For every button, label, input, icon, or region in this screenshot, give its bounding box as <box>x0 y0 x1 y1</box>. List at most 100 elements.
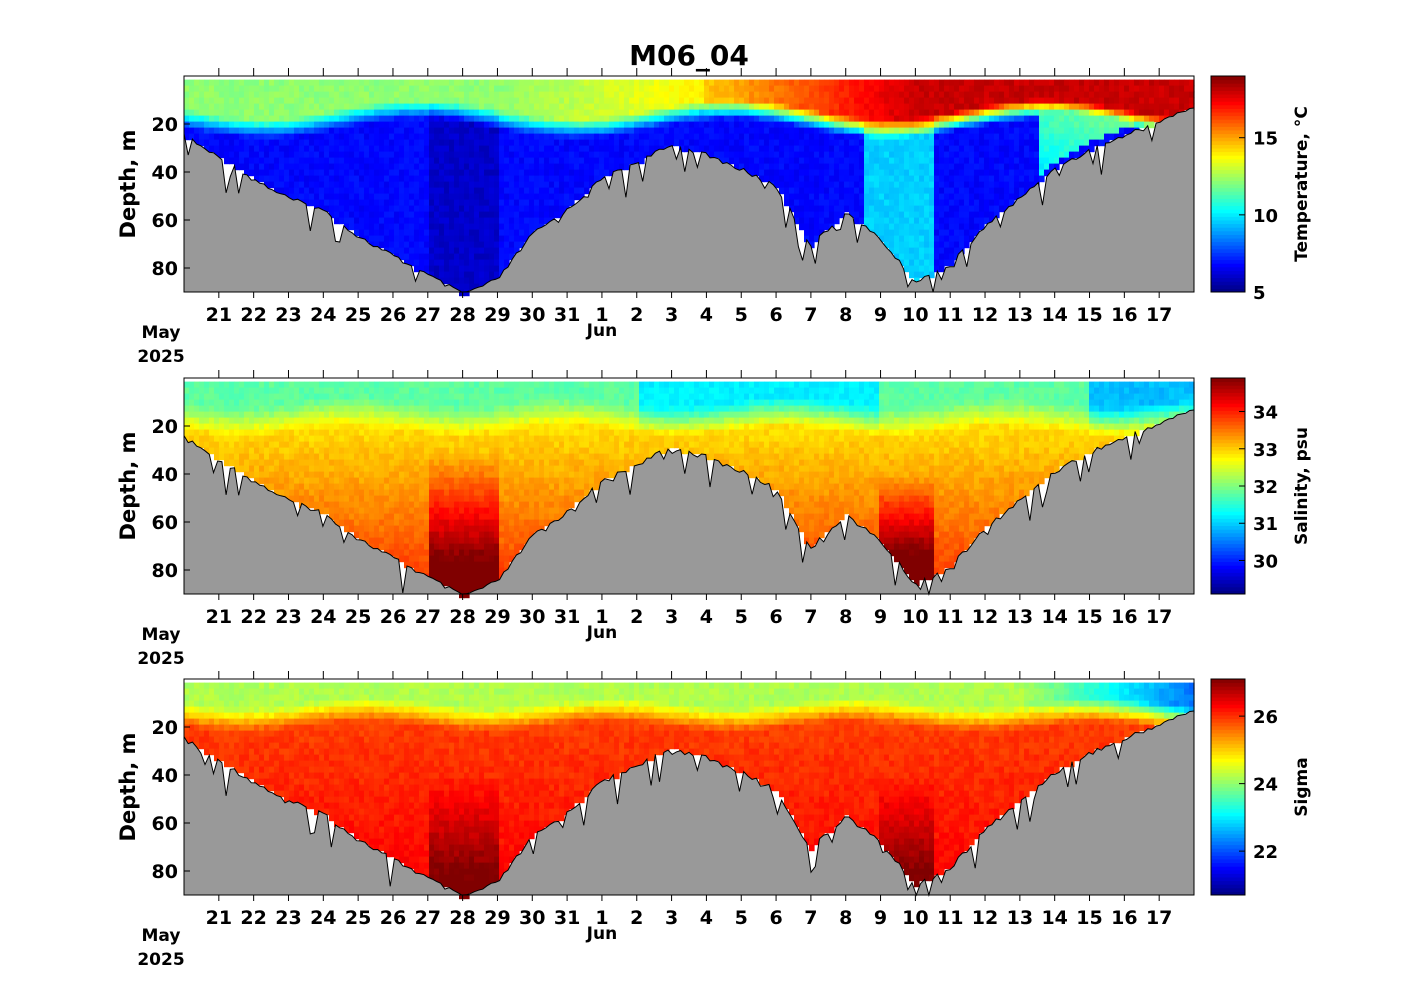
heatmap-cell <box>899 187 905 195</box>
heatmap-cell <box>639 157 645 165</box>
heatmap-cell <box>459 139 465 147</box>
heatmap-cell <box>324 199 330 207</box>
heatmap-cell <box>209 381 215 389</box>
heatmap-cell <box>574 115 580 123</box>
heatmap-cell <box>984 109 990 117</box>
heatmap-cell <box>1049 151 1055 159</box>
heatmap-cell <box>434 103 440 111</box>
heatmap-cell <box>309 387 315 395</box>
heatmap-cell <box>519 217 525 225</box>
heatmap-cell <box>504 151 510 159</box>
heatmap-cell <box>1159 79 1165 87</box>
heatmap-cell <box>549 79 555 87</box>
heatmap-cell <box>634 145 640 153</box>
heatmap-cell <box>194 423 200 431</box>
heatmap-cell <box>679 139 685 147</box>
heatmap-cell <box>824 97 830 105</box>
heatmap-cell <box>484 187 490 195</box>
heatmap-cell <box>999 97 1005 105</box>
heatmap-cell <box>599 133 605 141</box>
heatmap-cell <box>714 97 720 105</box>
heatmap-cell <box>864 193 870 201</box>
heatmap-cell <box>469 265 475 273</box>
heatmap-cell <box>339 199 345 207</box>
heatmap-cell <box>659 97 665 105</box>
heatmap-cell <box>204 441 210 449</box>
heatmap-cell <box>929 163 935 171</box>
heatmap-cell <box>334 85 340 93</box>
heatmap-cell <box>994 163 1000 171</box>
heatmap-cell <box>464 235 470 243</box>
heatmap-cell <box>859 169 865 177</box>
heatmap-cell <box>319 405 325 413</box>
heatmap-cell <box>514 235 520 243</box>
heatmap-cell <box>869 187 875 195</box>
heatmap-cell <box>674 91 680 99</box>
heatmap-cell <box>834 121 840 129</box>
heatmap-cell <box>729 127 735 135</box>
heatmap-cell <box>329 103 335 111</box>
heatmap-cell <box>1169 85 1175 93</box>
heatmap-cell <box>919 103 925 111</box>
heatmap-cell <box>589 127 595 135</box>
heatmap-cell <box>269 133 275 141</box>
heatmap-cell <box>324 393 330 401</box>
heatmap-cell <box>814 211 820 219</box>
heatmap-cell <box>1004 97 1010 105</box>
heatmap-cell <box>514 91 520 99</box>
heatmap-cell <box>534 115 540 123</box>
heatmap-cell <box>984 145 990 153</box>
heatmap-cell <box>899 253 905 261</box>
heatmap-cell <box>354 519 360 527</box>
heatmap-cell <box>404 97 410 105</box>
heatmap-cell <box>544 193 550 201</box>
heatmap-cell <box>749 103 755 111</box>
heatmap-cell <box>214 145 220 153</box>
heatmap-cell <box>909 127 915 135</box>
heatmap-cell <box>909 271 915 279</box>
heatmap-cell <box>384 241 390 249</box>
heatmap-cell <box>304 399 310 407</box>
colorbar-swatch <box>1211 122 1245 127</box>
heatmap-cell <box>454 127 460 135</box>
heatmap-cell <box>894 97 900 105</box>
heatmap-cell <box>764 103 770 111</box>
heatmap-cell <box>489 79 495 87</box>
heatmap-cell <box>524 223 530 231</box>
heatmap-cell <box>349 91 355 99</box>
heatmap-cell <box>949 247 955 255</box>
heatmap-cell <box>194 411 200 419</box>
heatmap-cell <box>249 465 255 473</box>
heatmap-cell <box>369 133 375 141</box>
heatmap-cell <box>894 199 900 207</box>
heatmap-cell <box>859 199 865 207</box>
heatmap-cell <box>339 453 345 461</box>
heatmap-cell <box>469 187 475 195</box>
heatmap-cell <box>769 103 775 111</box>
heatmap-cell <box>439 127 445 135</box>
heatmap-cell <box>1089 127 1095 135</box>
heatmap-cell <box>274 447 280 455</box>
heatmap-cell <box>664 121 670 129</box>
heatmap-cell <box>974 79 980 87</box>
heatmap-cell <box>934 241 940 249</box>
heatmap-cell <box>989 109 995 117</box>
heatmap-cell <box>739 115 745 123</box>
heatmap-cell <box>399 199 405 207</box>
heatmap-cell <box>639 127 645 135</box>
heatmap-cell <box>204 121 210 129</box>
heatmap-cell <box>399 109 405 117</box>
heatmap-cell <box>829 115 835 123</box>
heatmap-cell <box>304 175 310 183</box>
heatmap-cell <box>1139 91 1145 99</box>
heatmap-cell <box>939 169 945 177</box>
heatmap-cell <box>704 97 710 105</box>
heatmap-cell <box>949 169 955 177</box>
heatmap-cell <box>424 181 430 189</box>
heatmap-cell <box>519 199 525 207</box>
heatmap-cell <box>929 109 935 117</box>
heatmap-cell <box>939 115 945 123</box>
heatmap-cell <box>324 175 330 183</box>
heatmap-cell <box>759 97 765 105</box>
heatmap-cell <box>204 97 210 105</box>
